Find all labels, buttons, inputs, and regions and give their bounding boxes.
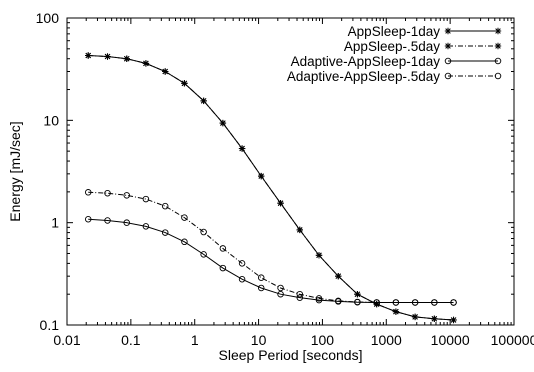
series-line bbox=[88, 55, 454, 321]
legend-marker bbox=[444, 27, 452, 35]
data-point bbox=[238, 260, 246, 267]
data-point bbox=[238, 145, 246, 152]
data-point bbox=[296, 226, 303, 234]
data-point bbox=[104, 217, 111, 224]
data-point bbox=[123, 55, 130, 62]
data-point bbox=[161, 229, 169, 236]
data-point bbox=[277, 199, 284, 207]
data-point bbox=[104, 189, 111, 197]
legend-marker bbox=[494, 42, 502, 50]
data-point bbox=[392, 308, 400, 315]
series-1 bbox=[85, 52, 457, 324]
data-point bbox=[104, 53, 111, 60]
data-point bbox=[257, 274, 265, 281]
y-tick-label: 10 bbox=[43, 112, 59, 128]
x-tick-label: 100 bbox=[311, 332, 335, 348]
data-point bbox=[200, 97, 207, 105]
legend-label: Adaptive-AppSleep-1day bbox=[291, 54, 441, 69]
data-point bbox=[162, 68, 169, 75]
y-tick-label: 1 bbox=[51, 215, 59, 231]
series-line bbox=[88, 191, 454, 303]
series-lines bbox=[84, 52, 457, 324]
data-point bbox=[335, 297, 342, 305]
x-tick-label: 1000 bbox=[371, 332, 402, 348]
data-point bbox=[219, 119, 227, 127]
y-tick-label: 0.1 bbox=[40, 317, 60, 333]
data-point bbox=[219, 245, 227, 252]
y-axis-label: Energy [mJ/sec] bbox=[7, 121, 23, 221]
legend-marker bbox=[444, 42, 452, 50]
data-point bbox=[315, 295, 323, 302]
series-line bbox=[88, 218, 454, 303]
data-point bbox=[411, 313, 419, 321]
legend-marker bbox=[444, 72, 452, 80]
series-3 bbox=[84, 189, 457, 306]
legend-marker bbox=[444, 57, 452, 65]
data-point bbox=[411, 299, 419, 306]
data-point bbox=[431, 299, 438, 306]
x-tick-label: 0.1 bbox=[121, 332, 141, 348]
data-point bbox=[277, 284, 284, 292]
legend-entry: AppSleep-.5day bbox=[344, 39, 502, 54]
series-line bbox=[88, 55, 454, 321]
data-point bbox=[392, 299, 400, 306]
series-0 bbox=[85, 52, 457, 324]
data-point bbox=[450, 316, 457, 324]
data-point bbox=[257, 284, 265, 292]
x-tick-label: 100000 bbox=[491, 332, 534, 348]
data-point bbox=[450, 299, 457, 306]
legend-entry: Adaptive-AppSleep-.5day bbox=[287, 69, 502, 84]
data-point bbox=[238, 275, 246, 283]
y-tick-label: 100 bbox=[36, 10, 60, 26]
data-point bbox=[219, 264, 227, 272]
data-point bbox=[354, 290, 361, 298]
data-point bbox=[84, 215, 92, 223]
data-point bbox=[84, 189, 92, 196]
data-point bbox=[277, 290, 284, 298]
data-point bbox=[85, 52, 92, 59]
data-point bbox=[296, 290, 304, 298]
legend-marker bbox=[494, 27, 502, 35]
data-point bbox=[431, 315, 438, 322]
data-point bbox=[181, 80, 188, 87]
legend-entry: Adaptive-AppSleep-1day bbox=[291, 54, 502, 69]
data-point bbox=[181, 238, 188, 246]
x-axis-label: Sleep Period [seconds] bbox=[219, 347, 363, 363]
data-point bbox=[161, 202, 169, 210]
legend-marker bbox=[494, 72, 502, 80]
data-point bbox=[315, 296, 323, 304]
legend-label: AppSleep-1day bbox=[348, 24, 441, 39]
x-tick-label: 1 bbox=[191, 332, 199, 348]
plot-frame-border bbox=[66, 17, 515, 326]
data-point bbox=[258, 172, 265, 180]
legend-marker bbox=[494, 57, 502, 65]
data-point bbox=[142, 195, 150, 203]
data-point bbox=[181, 214, 188, 221]
legend: AppSleep-1dayAppSleep-.5dayAdaptive-AppS… bbox=[287, 24, 502, 84]
series-2 bbox=[84, 215, 457, 306]
data-point bbox=[296, 294, 304, 301]
data-point bbox=[200, 251, 207, 258]
plot-frame bbox=[66, 17, 515, 326]
data-point bbox=[315, 252, 323, 259]
legend-entry: AppSleep-1day bbox=[348, 24, 502, 39]
x-tick-label: 10 bbox=[251, 332, 267, 348]
data-point bbox=[373, 299, 380, 306]
data-point bbox=[142, 223, 150, 230]
x-tick-label: 10000 bbox=[431, 332, 470, 348]
data-point bbox=[142, 60, 150, 67]
data-point bbox=[123, 219, 130, 226]
legend-label: AppSleep-.5day bbox=[344, 39, 440, 54]
data-point bbox=[200, 228, 207, 236]
legend-label: Adaptive-AppSleep-.5day bbox=[287, 69, 440, 84]
data-point bbox=[123, 192, 130, 199]
data-point bbox=[335, 272, 342, 280]
x-tick-label: 0.01 bbox=[53, 332, 80, 348]
data-point bbox=[354, 298, 361, 306]
